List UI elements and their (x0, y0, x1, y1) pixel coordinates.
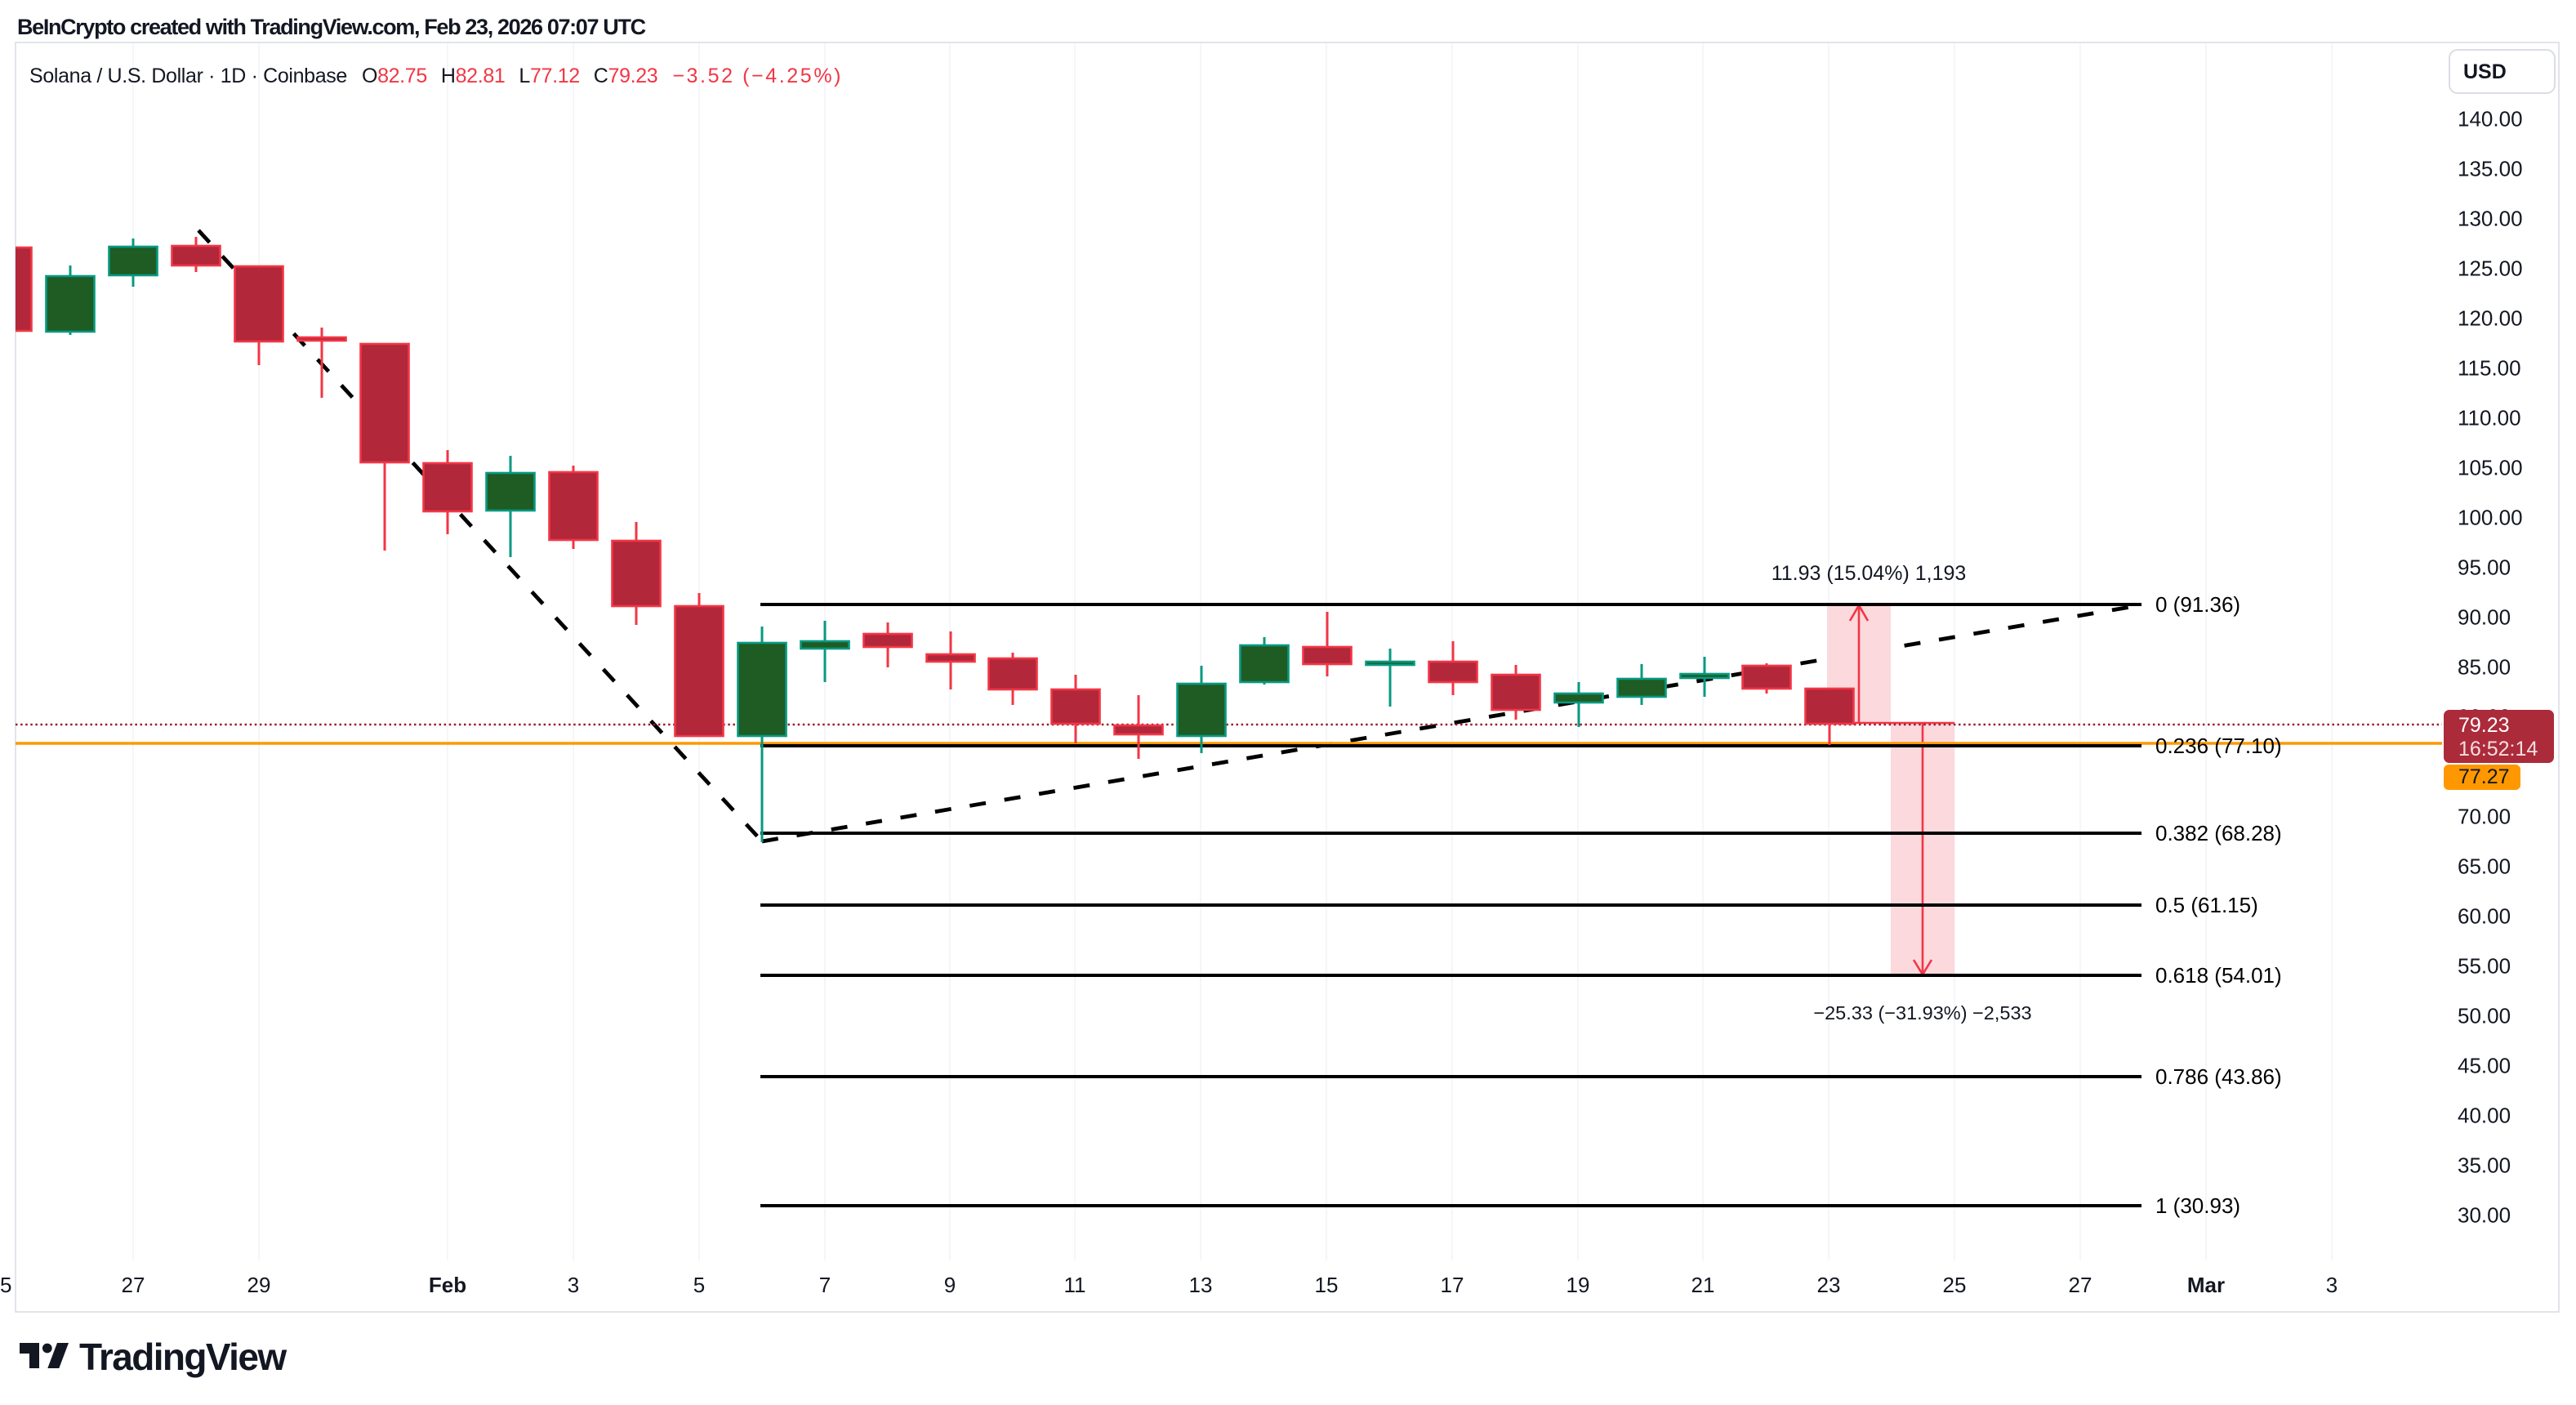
svg-text:55.00: 55.00 (2458, 954, 2511, 979)
svg-text:90.00: 90.00 (2458, 605, 2511, 630)
svg-text:110.00: 110.00 (2458, 406, 2521, 430)
svg-text:130.00: 130.00 (2458, 207, 2523, 231)
svg-text:15: 15 (1315, 1273, 1339, 1297)
svg-text:79.23: 79.23 (2458, 714, 2510, 737)
svg-text:TradingView: TradingView (79, 1336, 287, 1378)
svg-text:16:52:14: 16:52:14 (2458, 738, 2538, 760)
svg-text:BeInCrypto created with Tradin: BeInCrypto created with TradingView.com,… (17, 15, 646, 39)
svg-text:0.236 (77.10): 0.236 (77.10) (2155, 734, 2282, 758)
svg-text:3: 3 (568, 1273, 579, 1297)
svg-text:35.00: 35.00 (2458, 1153, 2511, 1178)
svg-text:115.00: 115.00 (2458, 356, 2521, 381)
svg-text:105.00: 105.00 (2458, 456, 2523, 480)
svg-text:50.00: 50.00 (2458, 1004, 2511, 1028)
svg-text:85.00: 85.00 (2458, 655, 2511, 680)
svg-text:−25.33 (−31.93%) −2,533: −25.33 (−31.93%) −2,533 (1813, 1002, 2031, 1024)
svg-text:1 (30.93): 1 (30.93) (2155, 1193, 2240, 1218)
svg-text:70.00: 70.00 (2458, 805, 2511, 829)
svg-text:140.00: 140.00 (2458, 107, 2523, 132)
svg-text:0.786 (43.86): 0.786 (43.86) (2155, 1064, 2282, 1089)
svg-text:23: 23 (1817, 1273, 1841, 1297)
svg-text:40.00: 40.00 (2458, 1104, 2511, 1128)
svg-text:29: 29 (247, 1273, 271, 1297)
svg-text:13: 13 (1189, 1273, 1213, 1297)
svg-text:27: 27 (2069, 1273, 2092, 1297)
svg-text:Mar: Mar (2187, 1273, 2225, 1297)
svg-text:60.00: 60.00 (2458, 904, 2511, 929)
svg-text:27: 27 (122, 1273, 145, 1297)
svg-text:100.00: 100.00 (2458, 506, 2523, 530)
svg-text:0.5 (61.15): 0.5 (61.15) (2155, 893, 2258, 917)
svg-text:3: 3 (2326, 1273, 2338, 1297)
svg-text:30.00: 30.00 (2458, 1203, 2511, 1228)
svg-text:USD: USD (2463, 60, 2507, 83)
svg-text:120.00: 120.00 (2458, 306, 2523, 331)
svg-text:19: 19 (1567, 1273, 1590, 1297)
svg-text:65.00: 65.00 (2458, 854, 2511, 879)
svg-text:11: 11 (1064, 1273, 1086, 1297)
svg-text:0 (91.36): 0 (91.36) (2155, 592, 2240, 617)
svg-text:7: 7 (819, 1273, 831, 1297)
svg-text:17: 17 (1441, 1273, 1464, 1297)
svg-text:0.382 (68.28): 0.382 (68.28) (2155, 821, 2282, 845)
svg-text:125.00: 125.00 (2458, 256, 2523, 281)
svg-text:21: 21 (1691, 1273, 1715, 1297)
svg-text:95.00: 95.00 (2458, 555, 2511, 580)
svg-text:77.27: 77.27 (2458, 765, 2510, 788)
svg-text:11.93 (15.04%) 1,193: 11.93 (15.04%) 1,193 (1772, 562, 1967, 585)
svg-text:45.00: 45.00 (2458, 1054, 2511, 1078)
svg-text:0.618 (54.01): 0.618 (54.01) (2155, 963, 2282, 988)
svg-text:5: 5 (693, 1273, 705, 1297)
svg-text:135.00: 135.00 (2458, 157, 2523, 181)
svg-text:25: 25 (0, 1273, 11, 1297)
svg-text:Feb: Feb (429, 1273, 466, 1297)
svg-text:25: 25 (1943, 1273, 1967, 1297)
svg-text:9: 9 (944, 1273, 956, 1297)
